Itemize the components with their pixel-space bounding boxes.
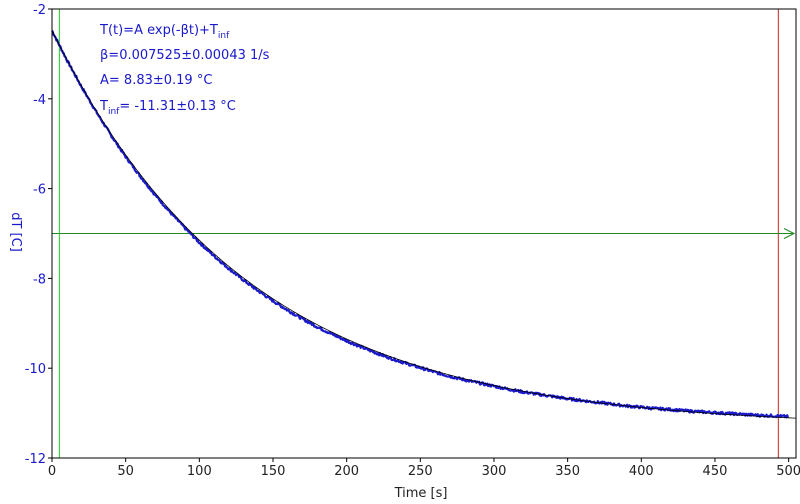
- measured-data-line: [51, 30, 790, 419]
- x-axis-label: Time [s]: [394, 486, 448, 501]
- fit-equation-main: T(t)=A exp(-βt)+T: [99, 23, 218, 38]
- x-tick-label: 400: [629, 464, 654, 479]
- x-tick-label: 50: [117, 464, 134, 479]
- x-tick-label: 150: [261, 464, 286, 479]
- marker-lines: [52, 9, 796, 458]
- fit-beta: β=0.007525±0.00043 1/s: [100, 48, 270, 63]
- y-tick-label: -2: [33, 3, 46, 18]
- plot-frame: [51, 8, 797, 459]
- x-tick-label: 350: [555, 464, 580, 479]
- fit-equation: T(t)=A exp(-βt)+Tinf: [99, 23, 230, 41]
- y-tick-label: -10: [25, 362, 46, 377]
- y-tick-label: -12: [25, 452, 46, 467]
- exponential-fit-line: [51, 30, 797, 419]
- y-tick-label: -8: [33, 272, 46, 287]
- fit-annotation: T(t)=A exp(-βt)+Tinf β=0.007525±0.00043 …: [99, 23, 270, 117]
- fit-amplitude: A= 8.83±0.19 °C: [100, 73, 212, 88]
- fit-tinf-main: T: [99, 99, 108, 114]
- y-tick-label: -6: [33, 183, 46, 198]
- fit-tinf: Tinf= -11.31±0.13 °C: [99, 99, 236, 117]
- data-series: [51, 30, 790, 419]
- fit-curve: [51, 30, 797, 419]
- x-tick-label: 0: [48, 464, 56, 479]
- x-tick-label: 300: [482, 464, 507, 479]
- fit-tinf-rest: = -11.31±0.13 °C: [119, 99, 235, 114]
- x-tick-label: 100: [187, 464, 212, 479]
- x-tick-label: 500: [776, 464, 800, 479]
- y-axis-ticks: -2 -4 -6 -8 -10 -12: [25, 3, 52, 467]
- fit-tinf-sub: inf: [108, 107, 120, 117]
- x-tick-label: 450: [703, 464, 728, 479]
- horizontal-level-arrow: [783, 228, 796, 239]
- plot-border: [51, 8, 797, 459]
- x-tick-label: 250: [408, 464, 433, 479]
- y-axis-label[interactable]: dT [C]: [8, 212, 23, 252]
- x-axis-ticks: 0 50 100 150 200 250 300 350 400 450 500: [48, 458, 800, 479]
- y-tick-label: -4: [33, 93, 46, 108]
- x-tick-label: 200: [334, 464, 359, 479]
- fit-equation-sub: inf: [218, 31, 230, 41]
